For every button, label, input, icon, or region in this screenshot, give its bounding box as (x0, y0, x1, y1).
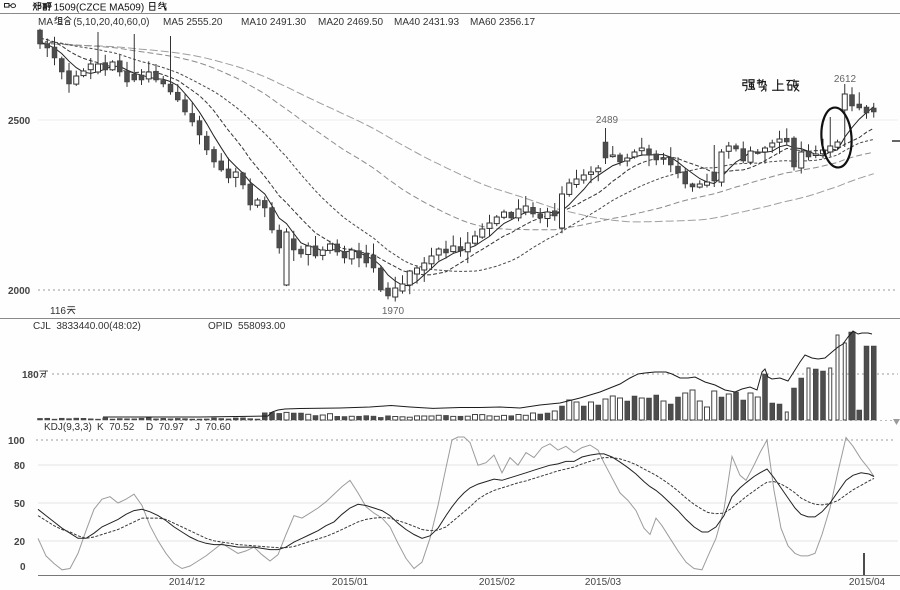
svg-text:MA40 2431.93: MA40 2431.93 (394, 17, 459, 28)
svg-text:100: 100 (8, 436, 25, 447)
svg-text:OPID 558093.00: OPID 558093.00 (208, 321, 286, 332)
svg-text:MA10 2491.30: MA10 2491.30 (241, 17, 306, 28)
svg-text:0: 0 (20, 562, 26, 573)
svg-text:180: 180 (22, 370, 39, 381)
svg-text:80: 80 (14, 461, 26, 472)
svg-text:2015/04: 2015/04 (849, 577, 886, 588)
svg-text:2014/12: 2014/12 (169, 577, 206, 588)
svg-text:2000: 2000 (8, 286, 31, 297)
svg-text:50: 50 (14, 499, 26, 510)
svg-text:MA5 2555.20: MA5 2555.20 (163, 17, 223, 28)
svg-text:K 70.52: K 70.52 (97, 422, 135, 433)
svg-text:1970: 1970 (382, 306, 405, 317)
svg-text:MA60 2356.17: MA60 2356.17 (470, 17, 535, 28)
svg-text:20: 20 (14, 537, 26, 548)
svg-text:MA: MA (38, 17, 53, 28)
svg-text:2612: 2612 (834, 74, 857, 85)
svg-text:2015/02: 2015/02 (479, 577, 516, 588)
svg-text:2489: 2489 (596, 115, 619, 126)
svg-text:1509(CZCE MA509): 1509(CZCE MA509) (54, 3, 145, 14)
svg-text:2015/01: 2015/01 (332, 577, 369, 588)
svg-text:2015/03: 2015/03 (585, 577, 622, 588)
svg-text:D 70.97: D 70.97 (146, 422, 184, 433)
svg-text:MA20 2469.50: MA20 2469.50 (318, 17, 383, 28)
svg-text:(5,10,20,40,60,0): (5,10,20,40,60,0) (73, 17, 149, 28)
svg-text:CJL 3833440.00(48:02): CJL 3833440.00(48:02) (33, 321, 141, 332)
svg-text:KDJ(9,3,3): KDJ(9,3,3) (44, 422, 92, 433)
svg-text:2500: 2500 (8, 116, 31, 127)
svg-text:116: 116 (50, 306, 66, 317)
svg-text:J 70.60: J 70.60 (195, 422, 231, 433)
